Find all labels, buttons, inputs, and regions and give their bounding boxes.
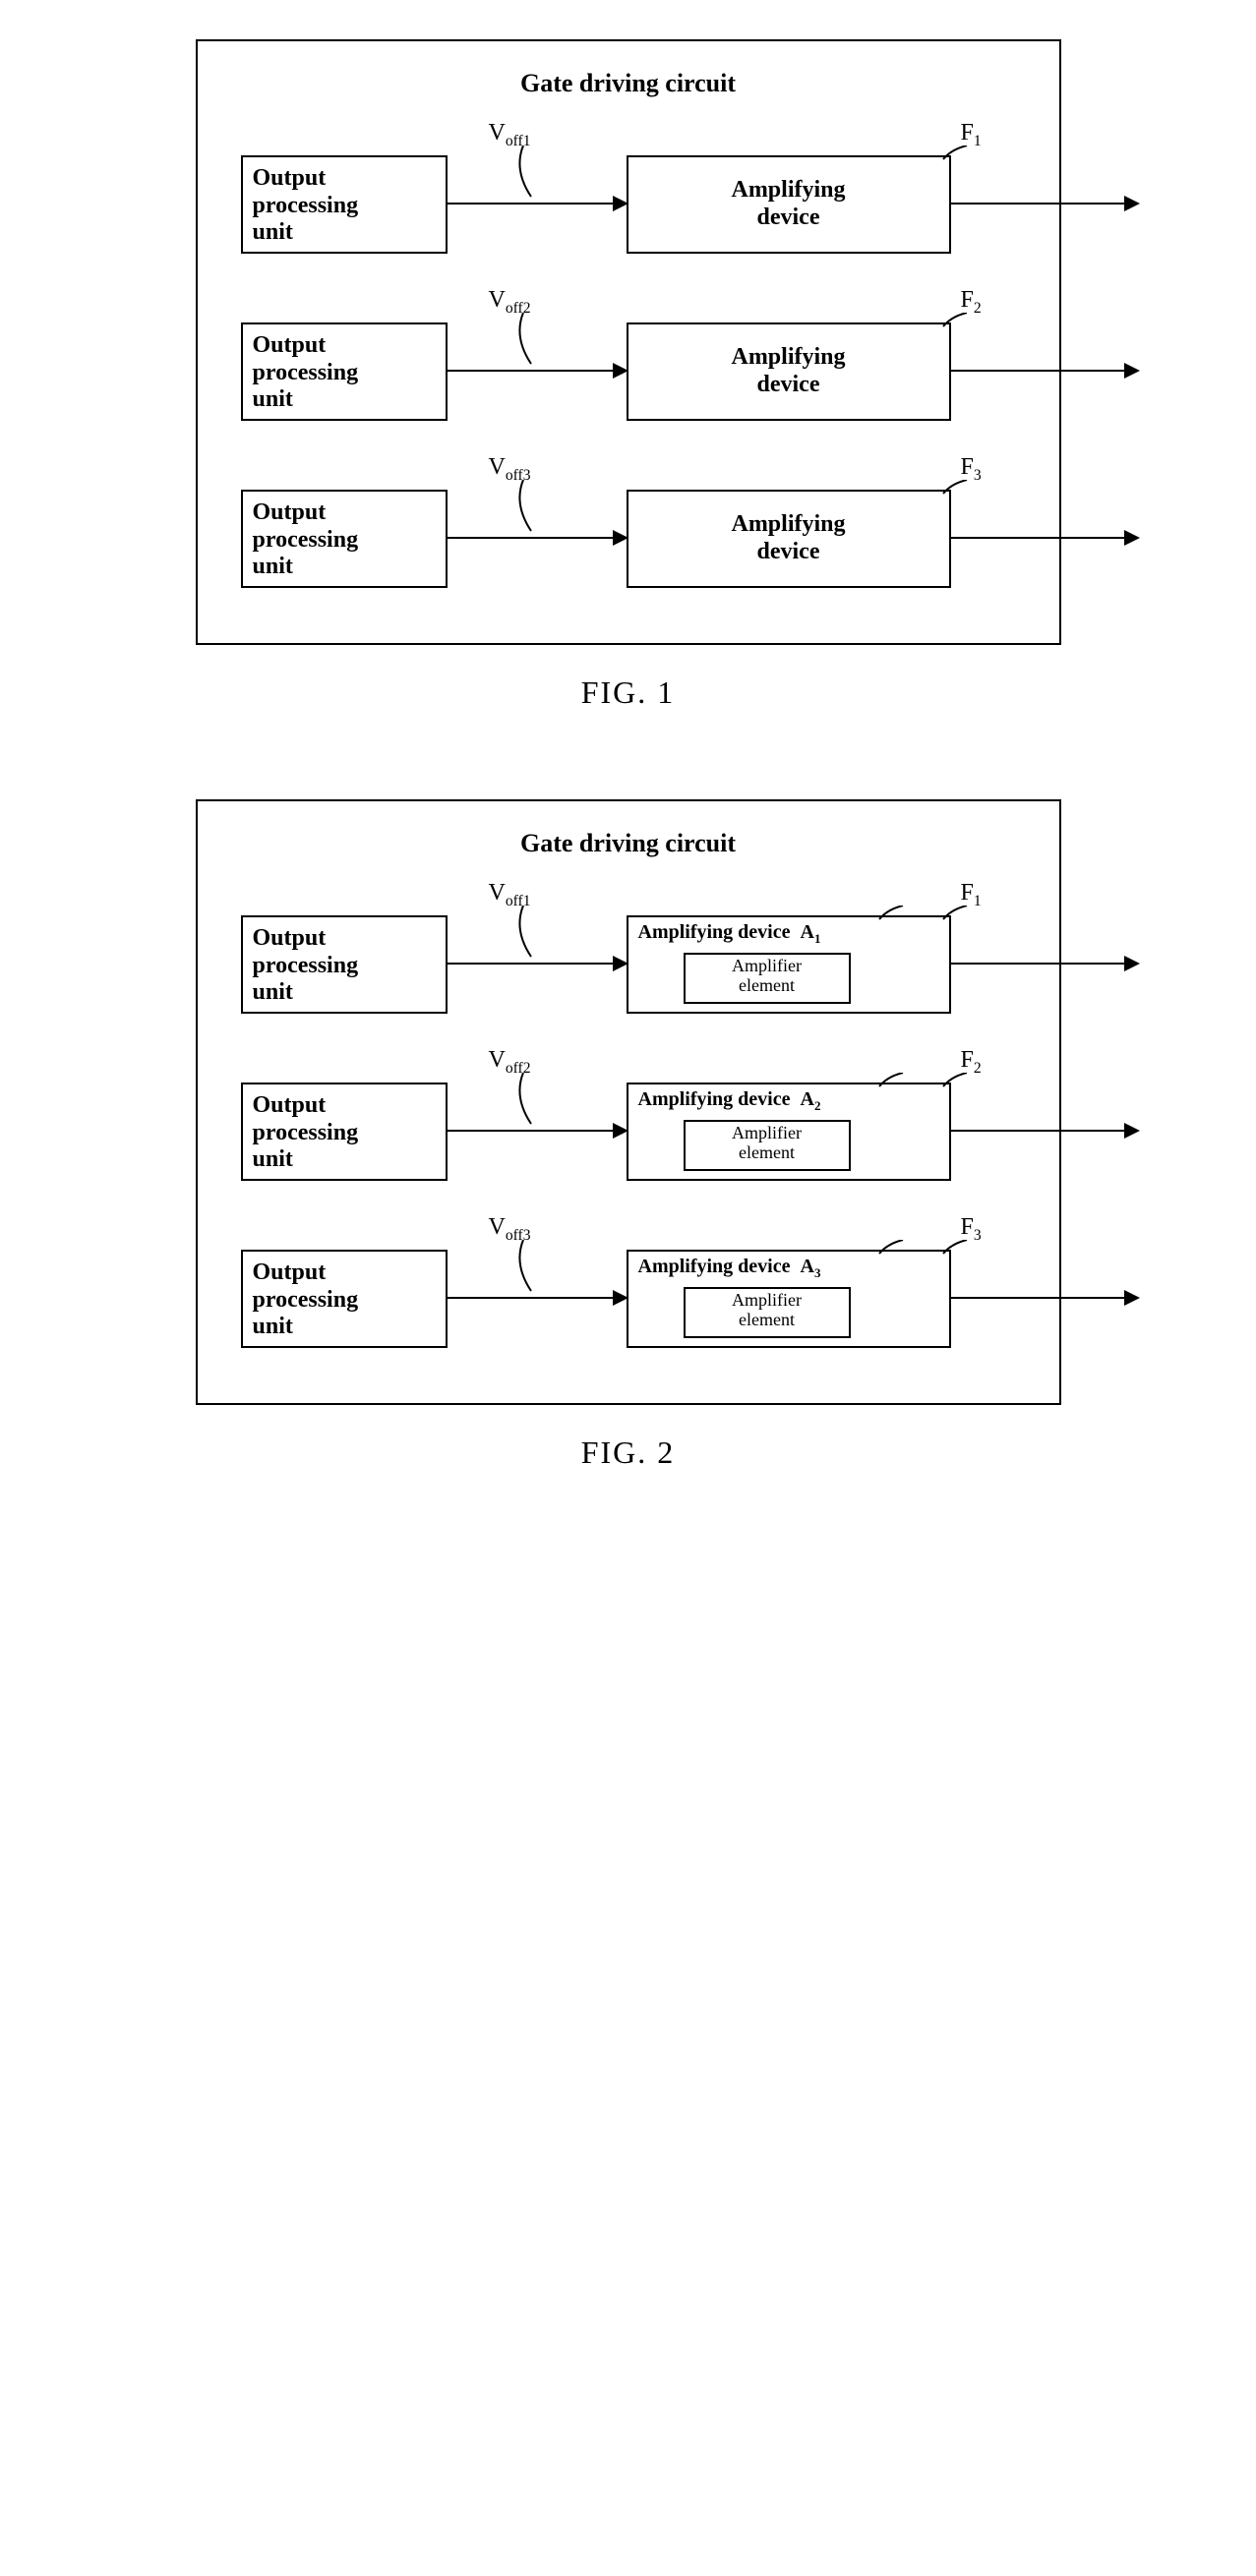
amplifying-device: Amplifyingdevice [627,322,951,421]
amp-label: Amplifyingdevice [731,177,845,231]
arrow-amp-output [951,1297,1138,1299]
output-processing-unit: Outputprocessingunit [241,1083,448,1181]
a-leader [877,906,907,921]
amp-label: Amplifyingdevice [731,344,845,398]
figure-1: Gate driving circuit Outputprocessinguni… [59,39,1197,711]
amplifying-device: Amplifyingdevice [627,490,951,588]
f-leader [941,146,971,161]
arrow-amp-output [951,1130,1138,1132]
arrow-opu-to-amp [448,1297,627,1299]
opu-label: Outputprocessingunit [253,499,359,579]
arrow-opu-to-amp [448,537,627,539]
output-processing-unit: Outputprocessingunit [241,490,448,588]
fig1-caption: FIG. 1 [59,674,1197,711]
opu-label: Outputprocessingunit [253,925,359,1005]
a-leader [877,1073,907,1088]
amp-title: Amplifying device A3 [628,1252,949,1281]
amplifying-device: Amplifying device A1 Amplifierelement [627,915,951,1014]
opu-label: Outputprocessingunit [253,1259,359,1339]
fig2-row-0: Outputprocessingunit Amplifying device A… [233,876,1024,1033]
voff-leader [513,480,543,537]
amp-label: Amplifyingdevice [731,511,845,565]
arrow-amp-output [951,203,1138,205]
amp-title: Amplifying device A2 [628,1084,949,1114]
fig2-outer-box: Gate driving circuit Outputprocessinguni… [196,799,1061,1405]
fig2-row-1: Outputprocessingunit Amplifying device A… [233,1043,1024,1200]
f-leader [941,1240,971,1256]
arrow-opu-to-amp [448,370,627,372]
f-leader [941,906,971,921]
voff-leader [513,146,543,203]
voff-leader [513,1240,543,1297]
output-processing-unit: Outputprocessingunit [241,915,448,1014]
fig1-row-1: Outputprocessingunit Amplifyingdevice Vo… [233,283,1024,440]
f-leader [941,480,971,496]
arrow-amp-output [951,370,1138,372]
figure-2: Gate driving circuit Outputprocessinguni… [59,799,1197,1471]
opu-label: Outputprocessingunit [253,1092,359,1172]
amplifying-device: Amplifying device A3 Amplifierelement [627,1250,951,1348]
arrow-opu-to-amp [448,1130,627,1132]
arrow-opu-to-amp [448,203,627,205]
output-processing-unit: Outputprocessingunit [241,322,448,421]
arrow-amp-output [951,963,1138,965]
fig1-row-0: Outputprocessingunit Amplifyingdevice Vo… [233,116,1024,273]
arrow-amp-output [951,537,1138,539]
amplifier-element: Amplifierelement [684,953,851,1004]
fig1-row-2: Outputprocessingunit Amplifyingdevice Vo… [233,450,1024,608]
opu-label: Outputprocessingunit [253,332,359,412]
voff-leader [513,313,543,370]
output-processing-unit: Outputprocessingunit [241,155,448,254]
arrow-opu-to-amp [448,963,627,965]
output-processing-unit: Outputprocessingunit [241,1250,448,1348]
amplifying-device: Amplifying device A2 Amplifierelement [627,1083,951,1181]
voff-leader [513,906,543,963]
fig1-title: Gate driving circuit [233,69,1024,98]
fig1-outer-box: Gate driving circuit Outputprocessinguni… [196,39,1061,645]
a-leader [877,1240,907,1256]
amplifying-device: Amplifyingdevice [627,155,951,254]
voff-leader [513,1073,543,1130]
fig2-row-2: Outputprocessingunit Amplifying device A… [233,1210,1024,1368]
f-leader [941,313,971,328]
amplifier-element: Amplifierelement [684,1287,851,1338]
amplifier-element: Amplifierelement [684,1120,851,1171]
f-leader [941,1073,971,1088]
amp-title: Amplifying device A1 [628,917,949,947]
opu-label: Outputprocessingunit [253,165,359,245]
fig2-caption: FIG. 2 [59,1434,1197,1471]
fig2-title: Gate driving circuit [233,829,1024,858]
